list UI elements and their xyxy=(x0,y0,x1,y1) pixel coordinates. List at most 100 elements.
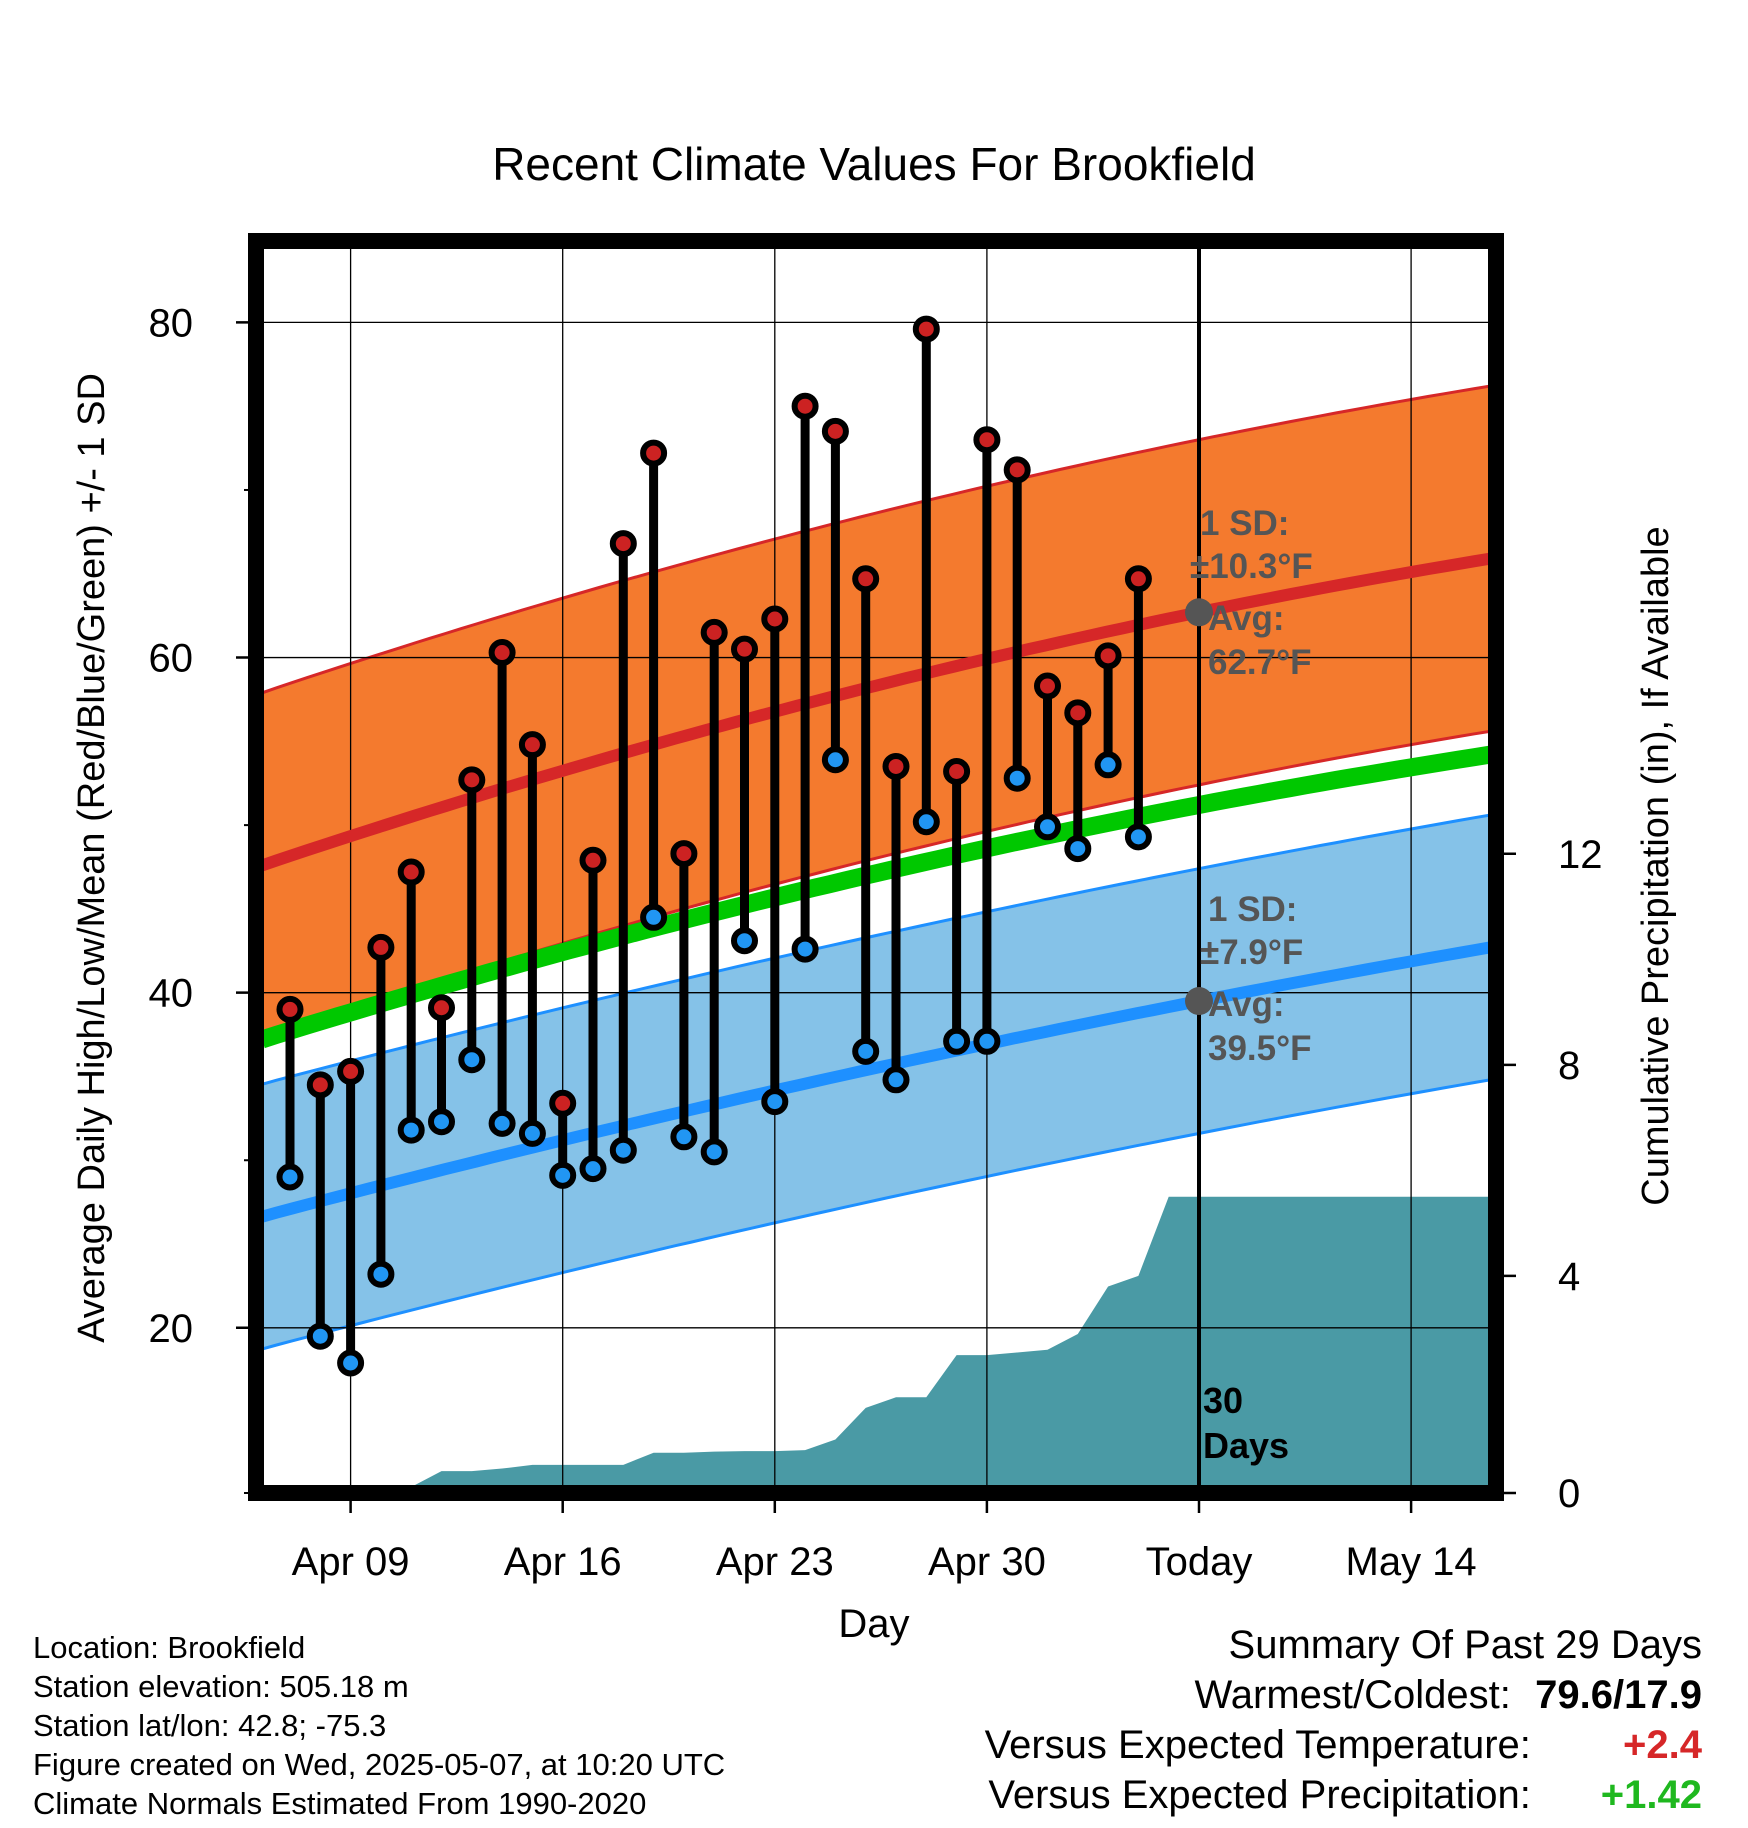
normal_low-upper-line xyxy=(262,813,1490,1086)
y-tick-label: 20 xyxy=(149,1307,194,1351)
precip-label: Versus Expected Precipitation: xyxy=(988,1773,1531,1817)
low-point xyxy=(791,935,819,963)
high-point xyxy=(579,846,607,874)
low-point xyxy=(1094,751,1122,779)
high-point xyxy=(1034,672,1061,700)
low-avg-label: Avg: xyxy=(1208,985,1284,1024)
y2-tick-label: 12 xyxy=(1558,833,1603,877)
low-point xyxy=(912,808,940,836)
high-point xyxy=(973,426,1001,454)
high-point xyxy=(337,1057,365,1085)
high-point xyxy=(367,933,395,961)
low-point xyxy=(852,1037,880,1065)
high-point xyxy=(821,417,849,445)
high-point xyxy=(1064,699,1092,727)
y-axis-label: Average Daily High/Low/Mean (Red/Blue/Gr… xyxy=(71,373,113,1343)
low-point xyxy=(1034,813,1061,841)
temp-value: +2.4 xyxy=(1623,1723,1702,1767)
y-tick-label: 40 xyxy=(149,972,194,1016)
x-tick-label: Apr 09 xyxy=(292,1540,410,1584)
low-sd-label: 1 SD: xyxy=(1208,890,1297,929)
high-point xyxy=(1094,642,1122,670)
x-axis-label: Day xyxy=(838,1602,909,1646)
low-point xyxy=(579,1155,607,1183)
x-tick-label: Today xyxy=(1146,1540,1253,1584)
y2-tick-label: 0 xyxy=(1558,1472,1580,1516)
high-avg-value: 62.7°F xyxy=(1208,643,1312,682)
y-tick-label: 80 xyxy=(149,301,194,345)
low-point xyxy=(670,1123,698,1151)
x-tick-label: Apr 23 xyxy=(716,1540,834,1584)
normal-high-line xyxy=(262,552,1490,872)
low-point xyxy=(1003,764,1031,792)
low-point xyxy=(367,1260,395,1288)
y-tick-label: 60 xyxy=(149,637,194,681)
high-point xyxy=(276,995,304,1023)
high-point xyxy=(518,731,546,759)
location-text: Location: Brookfield xyxy=(33,1630,306,1665)
latlon-text: Station lat/lon: 42.8; -75.3 xyxy=(33,1708,387,1743)
high-point xyxy=(670,840,698,868)
temp-row: Versus Expected Temperature: +2.4 xyxy=(802,1720,1702,1770)
station-info: Location: Brookfield Station elevation: … xyxy=(33,1628,933,1823)
x-tick-label: Apr 30 xyxy=(928,1540,1046,1584)
low-sd-value: ±7.9°F xyxy=(1200,933,1303,972)
warm-cold-row: Warmest/Coldest: 79.6/17.9 xyxy=(802,1670,1703,1720)
high-point xyxy=(306,1071,334,1099)
plot-area: 1 SD: ±10.3°F Avg: 62.7°F 1 SD: ±7.9°F Avg: 39.… xyxy=(262,247,1490,1487)
temp-label: Versus Expected Temperature: xyxy=(984,1723,1531,1767)
normal-mean-line xyxy=(262,745,1490,1049)
x-tick-label: May 14 xyxy=(1346,1540,1477,1584)
normal_high-sd-band xyxy=(262,386,1490,1039)
precip-value: +1.42 xyxy=(1600,1773,1702,1817)
high-point xyxy=(943,757,971,785)
high-point xyxy=(912,315,940,343)
low-point xyxy=(731,927,758,955)
high-point xyxy=(458,766,486,794)
plot-frame xyxy=(248,233,1504,1501)
high-point xyxy=(1124,565,1152,593)
high-point xyxy=(731,635,758,663)
x-tick-label: Apr 16 xyxy=(504,1540,622,1584)
warm-cold-value: 79.6/17.9 xyxy=(1535,1673,1702,1717)
created-text: Figure created on Wed, 2025-05-07, at 10… xyxy=(33,1747,726,1782)
summary-panel: Summary Of Past 29 Days Warmest/Coldest:… xyxy=(802,1620,1702,1820)
high-point xyxy=(549,1089,577,1117)
normal-low-line xyxy=(262,941,1490,1223)
precip-row: Versus Expected Precipitation: +1.42 xyxy=(802,1770,1702,1820)
normal_low-lower-line xyxy=(262,1078,1490,1351)
high-point xyxy=(1003,456,1031,484)
high-point xyxy=(700,618,728,646)
y2-axis-label: Cumulative Precipitation (in), If Availa… xyxy=(1635,526,1677,1205)
normal_low-sd-band xyxy=(262,815,1490,1349)
y2-tick-label: 8 xyxy=(1558,1044,1580,1088)
high-sd-label: 1 SD: xyxy=(1200,504,1289,543)
low-point xyxy=(943,1027,971,1055)
high-point xyxy=(640,439,668,467)
low-point xyxy=(306,1322,334,1350)
normals-text: Climate Normals Estimated From 1990-2020 xyxy=(33,1786,647,1821)
precip-area xyxy=(262,1196,1490,1487)
low-point xyxy=(821,746,849,774)
high-point xyxy=(428,994,455,1022)
high-point xyxy=(882,752,910,780)
low-point xyxy=(700,1138,728,1166)
low-point xyxy=(882,1066,910,1094)
low-point xyxy=(640,903,668,931)
low-point xyxy=(1124,823,1152,851)
summary-title: Summary Of Past 29 Days xyxy=(1228,1623,1702,1667)
chart-title: Recent Climate Values For Brookfield xyxy=(492,138,1256,190)
low-point xyxy=(337,1349,365,1377)
today-low-avg-marker xyxy=(1185,987,1213,1016)
high-avg-label: Avg: xyxy=(1208,599,1284,638)
high-point xyxy=(397,858,425,886)
today-high-avg-marker xyxy=(1185,598,1213,627)
low-point xyxy=(458,1046,486,1074)
low-point xyxy=(518,1119,546,1147)
high-point xyxy=(791,392,819,420)
period-label-count: 30 xyxy=(1203,1380,1243,1421)
low-point xyxy=(428,1108,455,1136)
high-point xyxy=(609,530,637,558)
period-label-unit: Days xyxy=(1203,1425,1289,1466)
